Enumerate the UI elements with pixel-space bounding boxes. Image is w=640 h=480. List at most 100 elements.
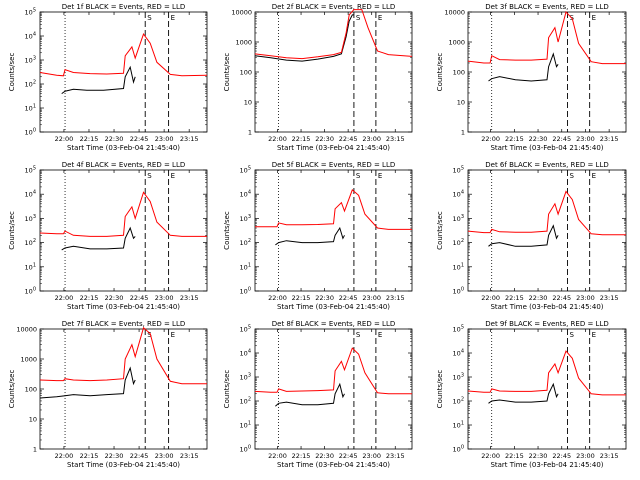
plot-frame <box>254 169 413 292</box>
events-series-line <box>39 366 136 399</box>
x-tick-label: 23:15 <box>386 135 405 143</box>
x-tick-label: 23:15 <box>600 452 619 460</box>
y-tick-label: 103 <box>240 373 251 382</box>
x-tick-label: 23:00 <box>362 135 381 143</box>
x-tick-label: 22:00 <box>481 452 500 460</box>
x-axis-label: Start Time (03-Feb-04 21:45:40) <box>67 303 180 311</box>
x-tick-label: 22:00 <box>481 135 500 143</box>
marker-label: E <box>592 14 596 22</box>
lld-series-line <box>254 9 413 60</box>
x-tick-label: 22:15 <box>292 294 311 302</box>
y-tick-label: 100 <box>453 287 464 296</box>
y-tick-label: 1000 <box>20 356 37 364</box>
y-axis-label: Counts/sec <box>8 211 16 250</box>
x-tick-label: 22:15 <box>505 294 524 302</box>
lld-series-line <box>254 347 412 395</box>
marker-label: S <box>147 14 152 22</box>
plot-frame <box>254 328 413 450</box>
plot-frame <box>467 169 627 292</box>
marker-label: S <box>147 172 152 180</box>
x-tick-label: 22:30 <box>105 294 124 302</box>
marker-label: E <box>592 172 596 180</box>
marker-label: S <box>570 331 575 339</box>
panel-title: Det 7f BLACK = Events, RED = LLD <box>62 320 185 328</box>
plot-frame <box>467 328 627 450</box>
marker-label: E <box>378 172 382 180</box>
x-tick-label: 23:15 <box>180 294 199 302</box>
marker-label: S <box>570 172 575 180</box>
y-tick-label: 105 <box>25 8 36 17</box>
x-tick-label: 22:30 <box>315 294 334 302</box>
panel-title: Det 5f BLACK = Events, RED = LLD <box>272 161 395 169</box>
y-tick-label: 104 <box>25 190 36 199</box>
x-tick-label: 23:00 <box>362 294 381 302</box>
x-tick-label: 22:30 <box>315 452 334 460</box>
x-axis-label: Start Time (03-Feb-04 21:45:40) <box>67 461 180 469</box>
x-tick-label: 23:00 <box>576 452 595 460</box>
y-tick-label: 10 <box>29 416 37 424</box>
x-tick-label: 23:00 <box>362 452 381 460</box>
y-tick-label: 102 <box>240 238 251 247</box>
y-tick-label: 100 <box>453 445 464 454</box>
y-tick-label: 105 <box>240 325 251 334</box>
y-tick-label: 105 <box>453 166 464 175</box>
x-axis-label: Start Time (03-Feb-04 21:45:40) <box>277 144 390 152</box>
x-tick-label: 23:15 <box>386 294 405 302</box>
marker-label: E <box>171 331 175 339</box>
x-axis-label: Start Time (03-Feb-04 21:45:40) <box>277 461 390 469</box>
y-tick-label: 10 <box>457 99 465 107</box>
x-tick-label: 22:45 <box>552 452 571 460</box>
x-tick-label: 23:00 <box>576 135 595 143</box>
x-tick-label: 22:45 <box>552 294 571 302</box>
y-tick-label: 100 <box>240 69 252 77</box>
y-tick-label: 1 <box>33 446 37 454</box>
y-tick-label: 102 <box>240 397 251 406</box>
x-tick-label: 22:30 <box>529 452 548 460</box>
y-tick-label: 104 <box>240 349 251 358</box>
lld-series-line <box>39 33 208 77</box>
y-axis-label: Counts/sec <box>223 53 231 92</box>
y-tick-label: 10000 <box>16 326 37 334</box>
x-tick-label: 22:15 <box>292 452 311 460</box>
x-tick-label: 22:00 <box>268 135 287 143</box>
panel-det-5f: Det 5f BLACK = Events, RED = LLD S E 22:00 2… <box>223 161 413 311</box>
panel-det-2f: Det 2f BLACK = Events, RED = LLD S E 22:00 2… <box>223 3 413 152</box>
x-tick-label: 22:00 <box>55 135 74 143</box>
x-tick-label: 22:45 <box>552 135 571 143</box>
y-axis-label: Counts/sec <box>436 53 444 92</box>
events-series-line <box>61 226 136 251</box>
marker-label: E <box>378 331 382 339</box>
y-axis-label: Counts/sec <box>436 211 444 250</box>
plot-frame <box>39 11 208 133</box>
marker-label: E <box>171 14 175 22</box>
x-tick-label: 22:30 <box>315 135 334 143</box>
y-tick-label: 104 <box>453 349 464 358</box>
x-axis-label: Start Time (03-Feb-04 21:45:40) <box>490 144 603 152</box>
lld-series-line <box>39 326 207 385</box>
x-tick-label: 23:15 <box>180 135 199 143</box>
panel-det-1f: Det 1f BLACK = Events, RED = LLD S E 22:00 2… <box>8 3 208 152</box>
x-tick-label: 22:00 <box>55 452 74 460</box>
y-axis-label: Counts/sec <box>223 370 231 409</box>
x-tick-label: 22:15 <box>292 135 311 143</box>
x-tick-label: 22:45 <box>339 452 358 460</box>
x-tick-label: 22:45 <box>339 135 358 143</box>
y-axis-label: Counts/sec <box>436 370 444 409</box>
y-tick-label: 102 <box>25 238 36 247</box>
x-tick-label: 23:00 <box>155 294 174 302</box>
panel-det-6f: Det 6f BLACK = Events, RED = LLD S E 22:00 2… <box>436 161 627 311</box>
events-series-line <box>488 224 559 247</box>
y-tick-label: 10000 <box>444 9 465 17</box>
x-tick-label: 22:00 <box>481 294 500 302</box>
x-tick-label: 23:00 <box>155 135 174 143</box>
y-tick-label: 103 <box>25 214 36 223</box>
y-tick-label: 105 <box>240 166 251 175</box>
panel-det-7f: Det 7f BLACK = Events, RED = LLD S E 22:00 2… <box>8 320 208 469</box>
x-tick-label: 22:00 <box>268 294 287 302</box>
x-tick-label: 22:15 <box>505 452 524 460</box>
lld-series-line <box>255 189 412 230</box>
y-tick-label: 104 <box>240 190 251 199</box>
y-tick-label: 102 <box>453 238 464 247</box>
panel-title: Det 1f BLACK = Events, RED = LLD <box>62 3 185 11</box>
